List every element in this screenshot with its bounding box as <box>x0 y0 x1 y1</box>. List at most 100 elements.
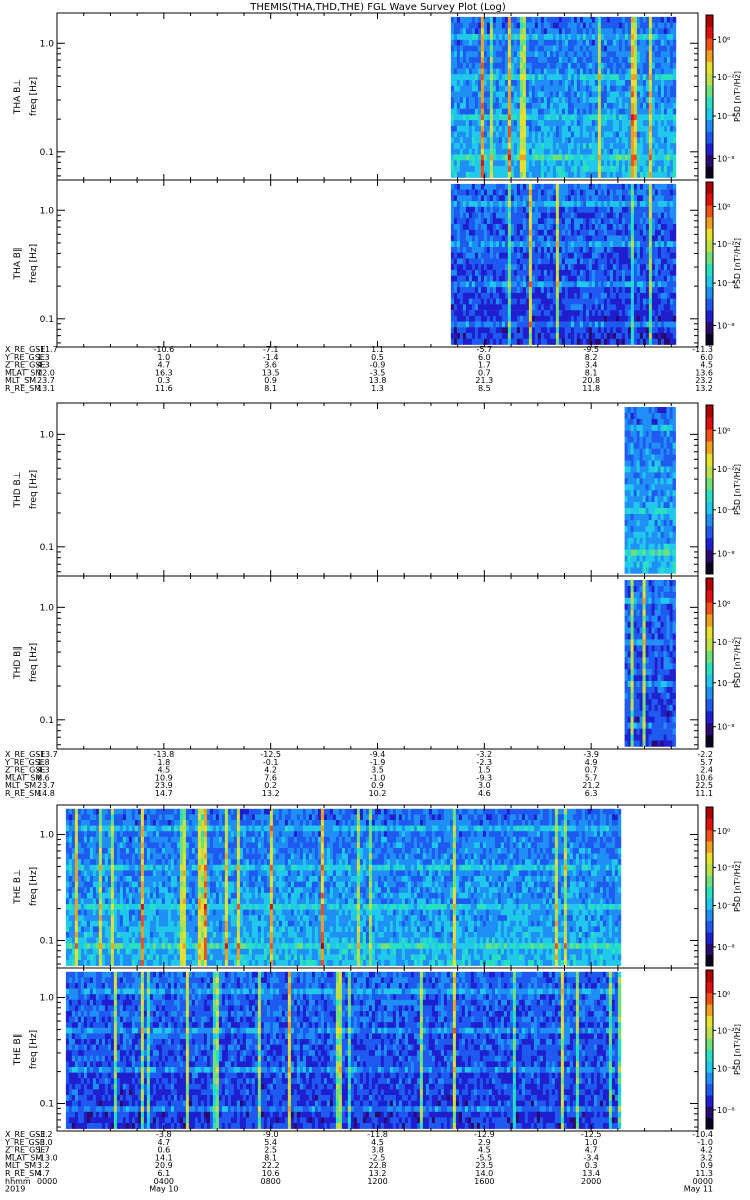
colorbar-swatch <box>706 525 713 539</box>
ephem-value: 11.3 <box>695 1169 713 1178</box>
ephem-value: -9.0 <box>263 1130 279 1139</box>
panel-ylabel: freq [Hz] <box>29 470 39 509</box>
ephem-value: 4.3 <box>37 766 50 775</box>
colorbar-frame <box>705 577 714 748</box>
colorbar-swatch <box>706 943 713 956</box>
colorbar-swatch <box>706 992 713 1005</box>
ephem-value: -0.9 <box>370 361 386 370</box>
ephem-row-label: MLAT_SM <box>5 1153 42 1162</box>
colorbar-swatch <box>706 710 713 724</box>
ephem-value: -1.0 <box>697 1138 713 1147</box>
ephem-value: 8.2 <box>585 353 598 362</box>
ephem-value: 2.4 <box>700 766 713 775</box>
ephem-value: 8.5 <box>478 384 491 393</box>
ephem-value: 6.1 <box>157 1169 170 1178</box>
ephem-value: 1.8 <box>37 758 50 767</box>
ephem-value: 1.3 <box>371 384 384 393</box>
ephem-value: 4.5 <box>700 361 713 370</box>
ephem-value: 4.7 <box>157 361 170 370</box>
colorbar-tick-label: 10⁰ <box>717 990 730 999</box>
colorbar-frame <box>705 404 714 575</box>
ephem-value: -3.8 <box>156 1130 172 1139</box>
panel-ylabel: freq [Hz] <box>29 244 39 283</box>
ephem-value: 23.5 <box>475 1161 493 1170</box>
colorbar-swatch <box>706 477 713 490</box>
ephem-value: 4.6 <box>478 789 491 798</box>
ephem-value: 3.6 <box>264 361 277 370</box>
ephem-row-label: Z_RE_GSE <box>5 766 45 775</box>
ephem-value: -1.9 <box>370 758 386 767</box>
panel-the-bperp: 1.0 0.1 THE B⊥ freq [Hz] 10⁻⁸ 10⁻⁴ 10⁻² 10⁰ PSD … <box>13 804 742 969</box>
spectrogram-the-bperp <box>65 808 622 966</box>
y-tick-label: 1.0 <box>40 39 55 49</box>
colorbar-swatch <box>706 722 713 736</box>
ephem-value: 1.1 <box>371 345 384 354</box>
ephem-value: -10.4 <box>692 1130 713 1139</box>
ephem-row-label: MLAT_SM <box>5 773 42 782</box>
ephem-value: 5.7 <box>700 758 713 767</box>
colorbar-swatch <box>706 1106 713 1119</box>
colorbar-label: PSD [nT²/Hz] <box>733 464 742 515</box>
colorbar-swatch <box>706 441 713 454</box>
colorbar-swatch <box>706 143 713 156</box>
ephem-row-label: X_RE_GSE <box>5 345 45 354</box>
ephem-value: -2.5 <box>370 1153 386 1162</box>
colorbar-tick-label: 10⁰ <box>717 426 730 435</box>
colorbar-tick-label: 10⁻² <box>717 240 735 249</box>
panel-ylabel: freq [Hz] <box>29 643 39 682</box>
ephem-row-label: R_RE_SM <box>5 789 41 798</box>
ephem-value: 10.6 <box>262 1169 280 1178</box>
ephem-value: 13.4 <box>582 1169 600 1178</box>
panel-frame <box>56 575 699 750</box>
y-tick-label: 0.1 <box>40 315 54 325</box>
ephem-row-label: R_RE_SM <box>5 384 41 393</box>
ephem-value: 10.9 <box>155 773 173 782</box>
ephem-value: -9.3 <box>477 773 493 782</box>
spectrogram-thd-bpar <box>624 580 676 747</box>
ephem-value: 0.9 <box>264 376 277 385</box>
ephem-value: 4.3 <box>37 361 50 370</box>
colorbar-swatch <box>706 131 713 144</box>
ephem-value: 11.6 <box>155 384 173 393</box>
colorbar-swatch <box>706 182 713 194</box>
ephem-value: -11.7 <box>37 345 58 354</box>
colorbar-swatch <box>706 614 713 627</box>
the-ephem: X_RE_GSE-3.2 -3.8 -9.0 -11.8 -12.9 -12.5 -10.4… <box>4 1130 713 1194</box>
colorbar-swatch <box>706 216 713 229</box>
colorbar-swatch <box>706 886 713 899</box>
colorbar-tick-label: 10⁻² <box>717 1026 735 1035</box>
ephem-value: -13.7 <box>37 750 58 759</box>
colorbar-swatch <box>706 26 713 39</box>
colorbar-swatch <box>706 205 713 218</box>
ephem-value: 4.9 <box>585 758 598 767</box>
ephem-value: 3.2 <box>37 1161 50 1170</box>
ephem-value: 13.2 <box>262 789 280 798</box>
panel-tha-bpar: 1.0 0.1 THA B∥ freq [Hz] 10⁻⁸ 10⁻⁴ 10⁻² 10⁰ PSD … <box>13 179 742 348</box>
panel-ylabel: freq [Hz] <box>29 867 39 906</box>
colorbar-tick-label: 10⁻⁸ <box>717 321 735 330</box>
ephem-value: 6.6 <box>37 773 50 782</box>
ephem-value: 11.1 <box>695 789 713 798</box>
colorbar-tick-label: 10⁻⁴ <box>717 1065 735 1074</box>
panel-ylabel: freq [Hz] <box>29 77 39 116</box>
ephem-value: -3.2 <box>477 750 493 759</box>
ephem-value: 1.7 <box>37 1146 50 1155</box>
ephem-value: 12.0 <box>37 368 55 377</box>
colorbar-swatch <box>706 489 713 502</box>
thd-ephem: X_RE_GSE-13.7 -13.8 -12.5 -9.4 -3.2 -3.9 -2.2 Y… <box>4 750 713 798</box>
colorbar: 10⁻⁸ 10⁻⁴ 10⁻² 10⁰ PSD [nT²/Hz] <box>705 806 742 967</box>
ephem-value: 0.7 <box>585 766 598 775</box>
colorbar-swatch <box>706 228 713 241</box>
colorbar-frame <box>705 14 714 179</box>
y-tick-label: 1.0 <box>40 430 55 440</box>
ephem-value: -2.3 <box>477 758 493 767</box>
colorbar-swatch <box>706 909 713 921</box>
panel-label: THA B⊥ <box>13 79 23 115</box>
colorbar-swatch <box>706 1117 713 1130</box>
y-tick-label: 0.1 <box>40 716 54 726</box>
colorbar-swatch <box>706 286 713 299</box>
ephem-value: 13.5 <box>262 368 280 377</box>
ephem-value: 13.8 <box>369 376 387 385</box>
ephem-row-label: MLT_SM <box>5 1161 36 1170</box>
